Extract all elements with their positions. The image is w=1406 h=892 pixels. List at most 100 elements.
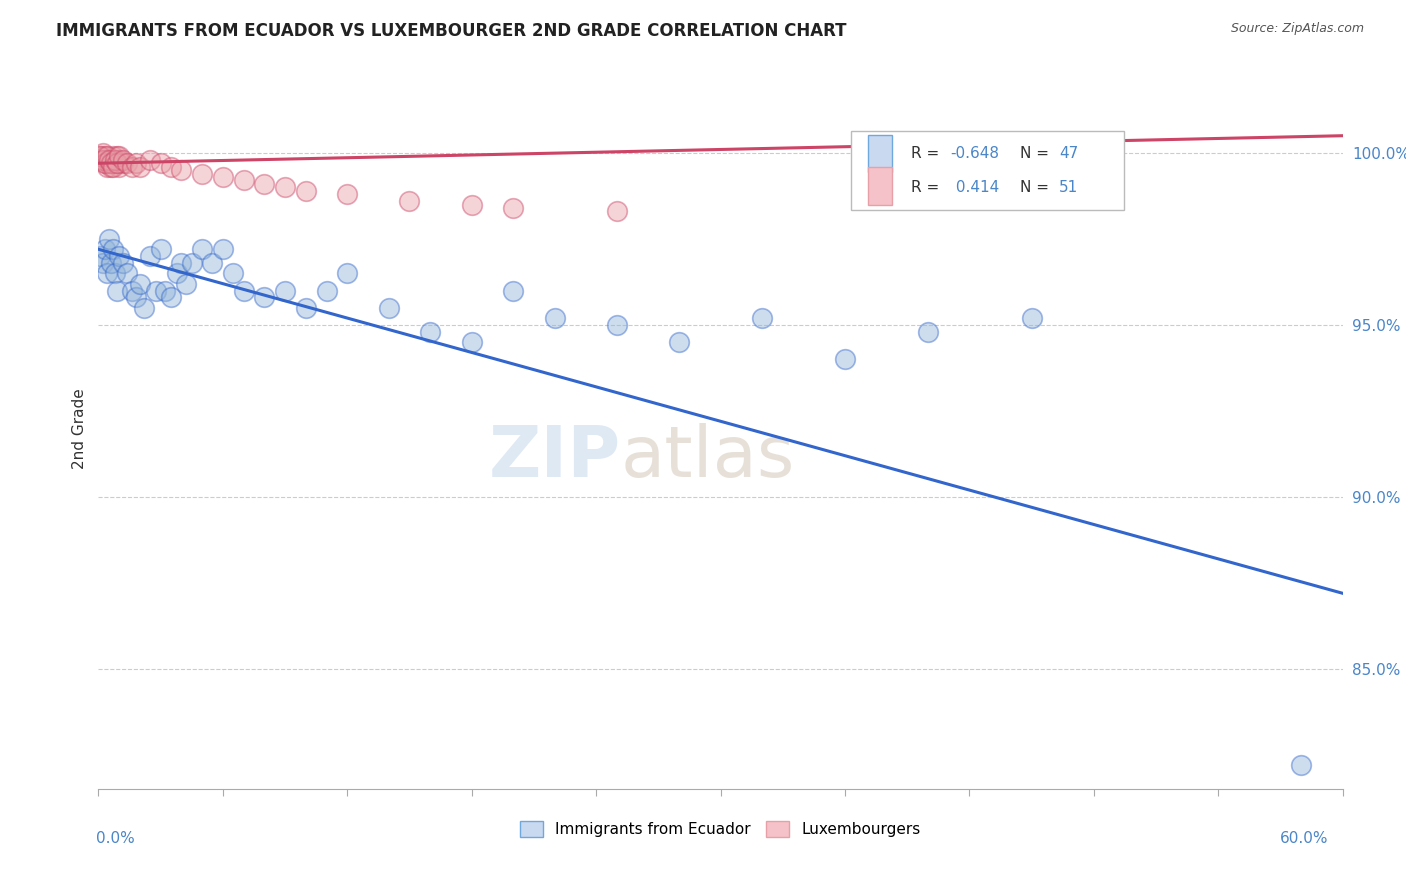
Point: [543, 311, 565, 326]
Text: -0.648: -0.648: [950, 146, 1000, 161]
Point: [96, 149, 118, 163]
Point: [112, 156, 135, 170]
Point: [100, 256, 122, 270]
Text: IMMIGRANTS FROM ECUADOR VS LUXEMBOURGER 2ND GRADE CORRELATION CHART: IMMIGRANTS FROM ECUADOR VS LUXEMBOURGER …: [56, 22, 846, 40]
Point: [606, 204, 628, 219]
Point: [132, 301, 155, 315]
Point: [100, 156, 122, 170]
Text: 51: 51: [1059, 180, 1078, 195]
Point: [93, 149, 115, 163]
Point: [149, 242, 172, 256]
Point: [105, 149, 128, 163]
Point: [100, 160, 122, 174]
Point: [336, 187, 359, 202]
Point: [129, 277, 152, 291]
Point: [121, 160, 143, 174]
Point: [419, 325, 441, 339]
Point: [959, 153, 981, 167]
Point: [1021, 311, 1043, 326]
Point: [191, 167, 214, 181]
Text: 60.0%: 60.0%: [1281, 831, 1329, 846]
Point: [170, 163, 193, 178]
Point: [93, 156, 115, 170]
Point: [160, 160, 183, 174]
Point: [274, 180, 297, 194]
Text: 0.0%: 0.0%: [96, 831, 135, 846]
Point: [96, 266, 118, 280]
Point: [668, 335, 690, 350]
Y-axis label: 2nd Grade: 2nd Grade: [72, 388, 87, 468]
Point: [295, 301, 318, 315]
Point: [121, 284, 143, 298]
Point: [460, 197, 484, 211]
Point: [101, 149, 124, 163]
Point: [149, 156, 172, 170]
Point: [112, 153, 135, 167]
Point: [174, 277, 197, 291]
Point: [93, 242, 115, 256]
Legend: Immigrants from Ecuador, Luxembourgers: Immigrants from Ecuador, Luxembourgers: [515, 815, 927, 843]
Point: [191, 242, 214, 256]
Point: [93, 156, 115, 170]
Point: [170, 256, 193, 270]
Point: [211, 169, 233, 184]
Point: [232, 284, 254, 298]
Point: [97, 232, 120, 246]
Point: [89, 149, 111, 163]
Point: [502, 284, 524, 298]
Point: [91, 145, 114, 160]
Point: [398, 194, 420, 208]
Text: N =: N =: [1019, 180, 1053, 195]
Point: [96, 153, 118, 167]
Text: atlas: atlas: [621, 423, 796, 491]
Point: [101, 153, 124, 167]
Point: [97, 153, 120, 167]
Point: [606, 318, 628, 332]
Point: [222, 266, 245, 280]
Point: [117, 156, 139, 170]
Point: [751, 311, 773, 326]
Point: [96, 160, 118, 174]
Point: [125, 290, 148, 304]
Point: [232, 173, 254, 187]
Text: N =: N =: [1019, 146, 1053, 161]
Point: [91, 153, 114, 167]
Point: [336, 266, 359, 280]
Point: [108, 149, 131, 163]
Point: [104, 266, 127, 280]
Point: [315, 284, 337, 298]
Point: [211, 242, 233, 256]
Text: R =: R =: [911, 146, 945, 161]
Point: [139, 153, 162, 167]
Point: [101, 160, 124, 174]
Point: [101, 242, 124, 256]
Point: [105, 156, 128, 170]
Point: [377, 301, 401, 315]
Point: [112, 256, 135, 270]
Point: [917, 325, 939, 339]
Point: [97, 156, 120, 170]
Text: R =: R =: [911, 180, 945, 195]
Text: Source: ZipAtlas.com: Source: ZipAtlas.com: [1230, 22, 1364, 36]
Point: [129, 160, 152, 174]
Text: 47: 47: [1059, 146, 1078, 161]
Point: [97, 153, 120, 167]
Point: [460, 335, 484, 350]
Point: [253, 290, 276, 304]
Point: [1291, 758, 1313, 772]
Point: [108, 249, 131, 263]
Point: [89, 249, 111, 263]
Point: [91, 256, 114, 270]
Point: [108, 160, 131, 174]
Point: [201, 256, 224, 270]
Point: [274, 284, 297, 298]
Text: 0.414: 0.414: [950, 180, 998, 195]
Point: [117, 266, 139, 280]
Point: [104, 156, 127, 170]
Point: [100, 156, 122, 170]
Point: [145, 284, 167, 298]
Point: [125, 156, 148, 170]
Point: [180, 256, 202, 270]
Point: [91, 153, 114, 167]
Text: ZIP: ZIP: [489, 423, 621, 491]
